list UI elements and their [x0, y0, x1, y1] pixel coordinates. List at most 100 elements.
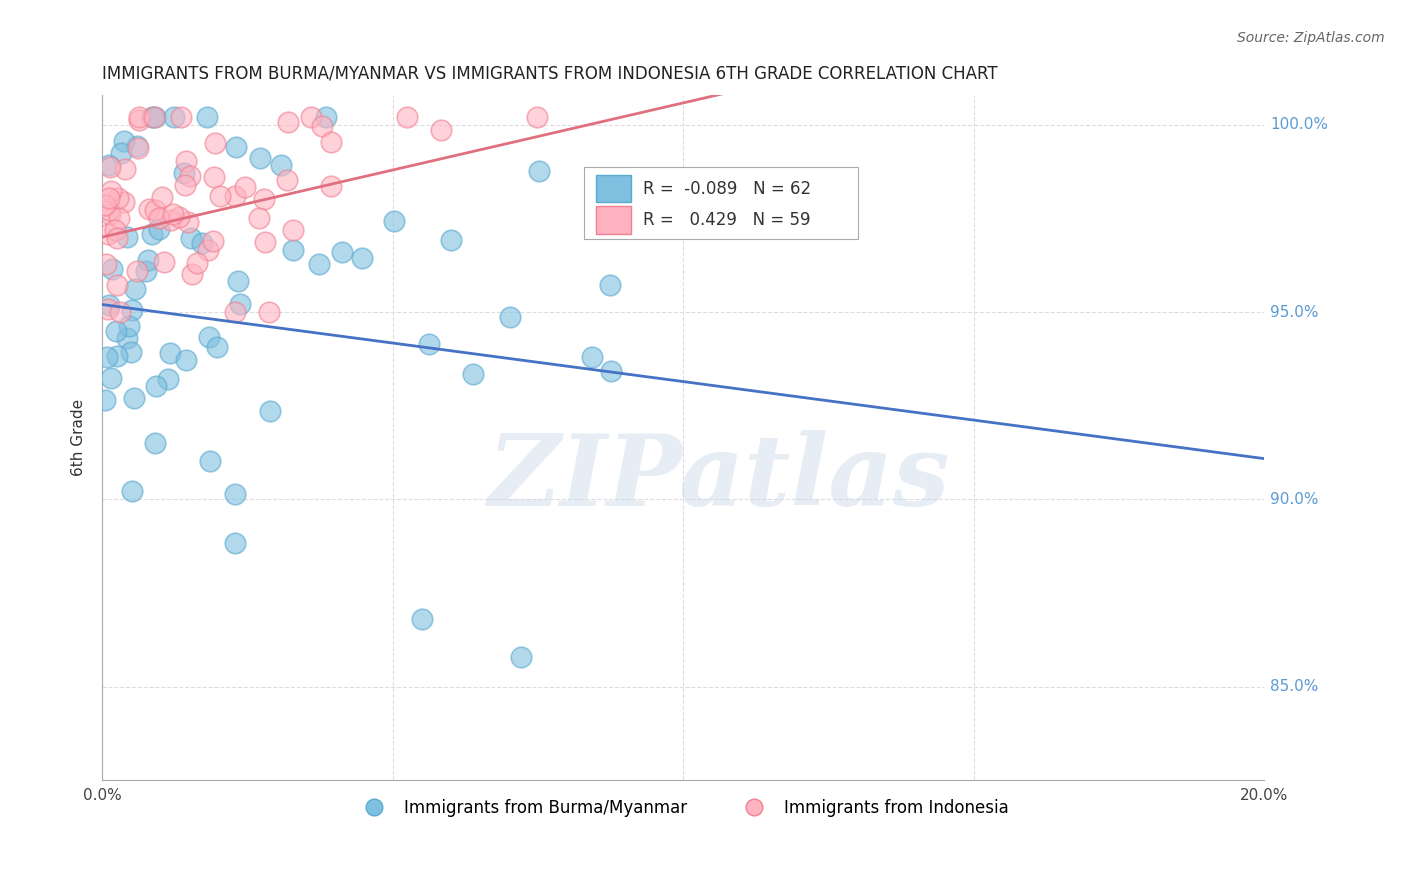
Point	[122, 391, 145, 405]
Point	[118, 318, 141, 333]
Point	[98, 207, 121, 221]
Point	[107, 191, 129, 205]
Point	[121, 303, 143, 318]
Point	[145, 378, 167, 392]
Point	[224, 305, 246, 319]
Point	[105, 231, 128, 245]
Point	[98, 191, 121, 205]
Point	[224, 188, 246, 202]
Point	[125, 263, 148, 277]
Point	[108, 211, 131, 225]
Text: 0.0%: 0.0%	[83, 788, 121, 803]
Point	[190, 236, 212, 251]
Point	[143, 110, 166, 124]
Point	[259, 404, 281, 418]
Point	[509, 649, 531, 664]
Point	[299, 110, 322, 124]
Point	[382, 214, 405, 228]
Point	[202, 169, 225, 184]
Point	[112, 134, 135, 148]
Point	[94, 393, 117, 408]
Point	[270, 158, 292, 172]
Text: IMMIGRANTS FROM BURMA/MYANMAR VS IMMIGRANTS FROM INDONESIA 6TH GRADE CORRELATION: IMMIGRANTS FROM BURMA/MYANMAR VS IMMIGRA…	[103, 64, 998, 82]
Point	[198, 330, 221, 344]
Point	[150, 190, 173, 204]
Point	[395, 110, 418, 124]
Point	[461, 368, 484, 382]
Text: ZIPatlas: ZIPatlas	[486, 431, 949, 527]
Point	[115, 230, 138, 244]
Point	[283, 243, 305, 257]
Point	[319, 135, 342, 149]
Point	[204, 136, 226, 151]
Point	[600, 364, 623, 378]
Point	[253, 193, 276, 207]
Point	[205, 340, 228, 354]
Point	[148, 222, 170, 236]
Point	[180, 267, 202, 281]
Point	[200, 453, 222, 467]
Text: 100.0%: 100.0%	[1270, 117, 1329, 132]
Point	[120, 344, 142, 359]
Point	[136, 253, 159, 268]
Point	[430, 123, 453, 137]
Point	[350, 251, 373, 265]
Point	[157, 371, 180, 385]
Point	[170, 110, 193, 124]
Point	[226, 274, 249, 288]
Point	[599, 278, 621, 293]
Point	[104, 324, 127, 338]
Point	[121, 484, 143, 499]
Point	[97, 227, 120, 241]
Point	[138, 202, 160, 216]
Point	[94, 198, 117, 212]
Text: R =  -0.089   N = 62: R = -0.089 N = 62	[643, 179, 811, 198]
Point	[162, 206, 184, 220]
Point	[98, 158, 121, 172]
Point	[225, 140, 247, 154]
Legend: Immigrants from Burma/Myanmar, Immigrants from Indonesia: Immigrants from Burma/Myanmar, Immigrant…	[352, 792, 1015, 823]
Point	[104, 222, 127, 236]
Point	[315, 110, 337, 124]
Point	[228, 297, 250, 311]
Bar	[596, 175, 631, 202]
Point	[100, 184, 122, 198]
Point	[180, 231, 202, 245]
Bar	[596, 206, 631, 234]
Point	[529, 164, 551, 178]
Point	[321, 179, 343, 194]
Point	[173, 178, 195, 192]
Point	[526, 110, 548, 124]
Point	[174, 153, 197, 168]
Point	[179, 169, 201, 183]
Point	[114, 194, 136, 209]
Point	[97, 297, 120, 311]
Point	[143, 110, 166, 124]
Text: R =   0.429   N = 59: R = 0.429 N = 59	[643, 211, 810, 229]
Point	[135, 264, 157, 278]
Point	[128, 113, 150, 128]
Point	[114, 162, 136, 177]
Point	[152, 255, 174, 269]
Point	[195, 110, 218, 124]
Point	[308, 257, 330, 271]
Point	[581, 350, 603, 364]
Point	[186, 256, 208, 270]
Point	[411, 612, 433, 626]
Point	[96, 256, 118, 270]
Point	[98, 160, 121, 174]
Point	[418, 337, 440, 351]
Point	[281, 223, 304, 237]
Point	[249, 151, 271, 165]
Point	[159, 345, 181, 359]
Point	[105, 349, 128, 363]
Point	[124, 282, 146, 296]
Point	[311, 119, 333, 133]
Point	[143, 435, 166, 450]
Text: 20.0%: 20.0%	[1240, 788, 1288, 803]
Point	[100, 371, 122, 385]
Point	[253, 235, 276, 249]
Point	[141, 110, 163, 124]
Text: 85.0%: 85.0%	[1270, 679, 1319, 694]
Point	[330, 245, 353, 260]
